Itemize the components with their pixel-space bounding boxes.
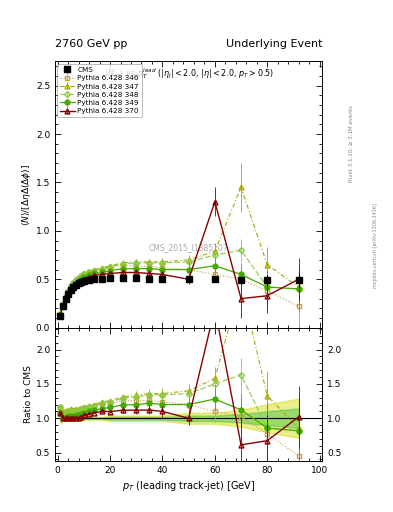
X-axis label: $p_T$ (leading track-jet) [GeV]: $p_T$ (leading track-jet) [GeV]	[122, 479, 255, 493]
Text: CMS_2015_I1385107: CMS_2015_I1385107	[149, 243, 228, 252]
Y-axis label: $\langle N\rangle/[\Delta\eta\Delta(\Delta\phi)]$: $\langle N\rangle/[\Delta\eta\Delta(\Del…	[20, 163, 33, 226]
Legend: CMS, Pythia 6.428 346, Pythia 6.428 347, Pythia 6.428 348, Pythia 6.428 349, Pyt: CMS, Pythia 6.428 346, Pythia 6.428 347,…	[57, 63, 142, 117]
Text: Rivet 3.1.10; ≥ 3.1M events: Rivet 3.1.10; ≥ 3.1M events	[349, 105, 354, 182]
Text: 2760 GeV pp: 2760 GeV pp	[55, 38, 127, 49]
Text: $\langle N_{ch}\rangle$ vs $p_T^{lead}$ ($|\eta_j|{<}2.0$, $|\eta|{<}2.0$, $p_T{: $\langle N_{ch}\rangle$ vs $p_T^{lead}$ …	[104, 67, 274, 81]
Y-axis label: Ratio to CMS: Ratio to CMS	[24, 365, 33, 423]
Text: mcplots.cern.ch [arXiv:1306.3436]: mcplots.cern.ch [arXiv:1306.3436]	[373, 203, 378, 288]
Text: Underlying Event: Underlying Event	[226, 38, 322, 49]
